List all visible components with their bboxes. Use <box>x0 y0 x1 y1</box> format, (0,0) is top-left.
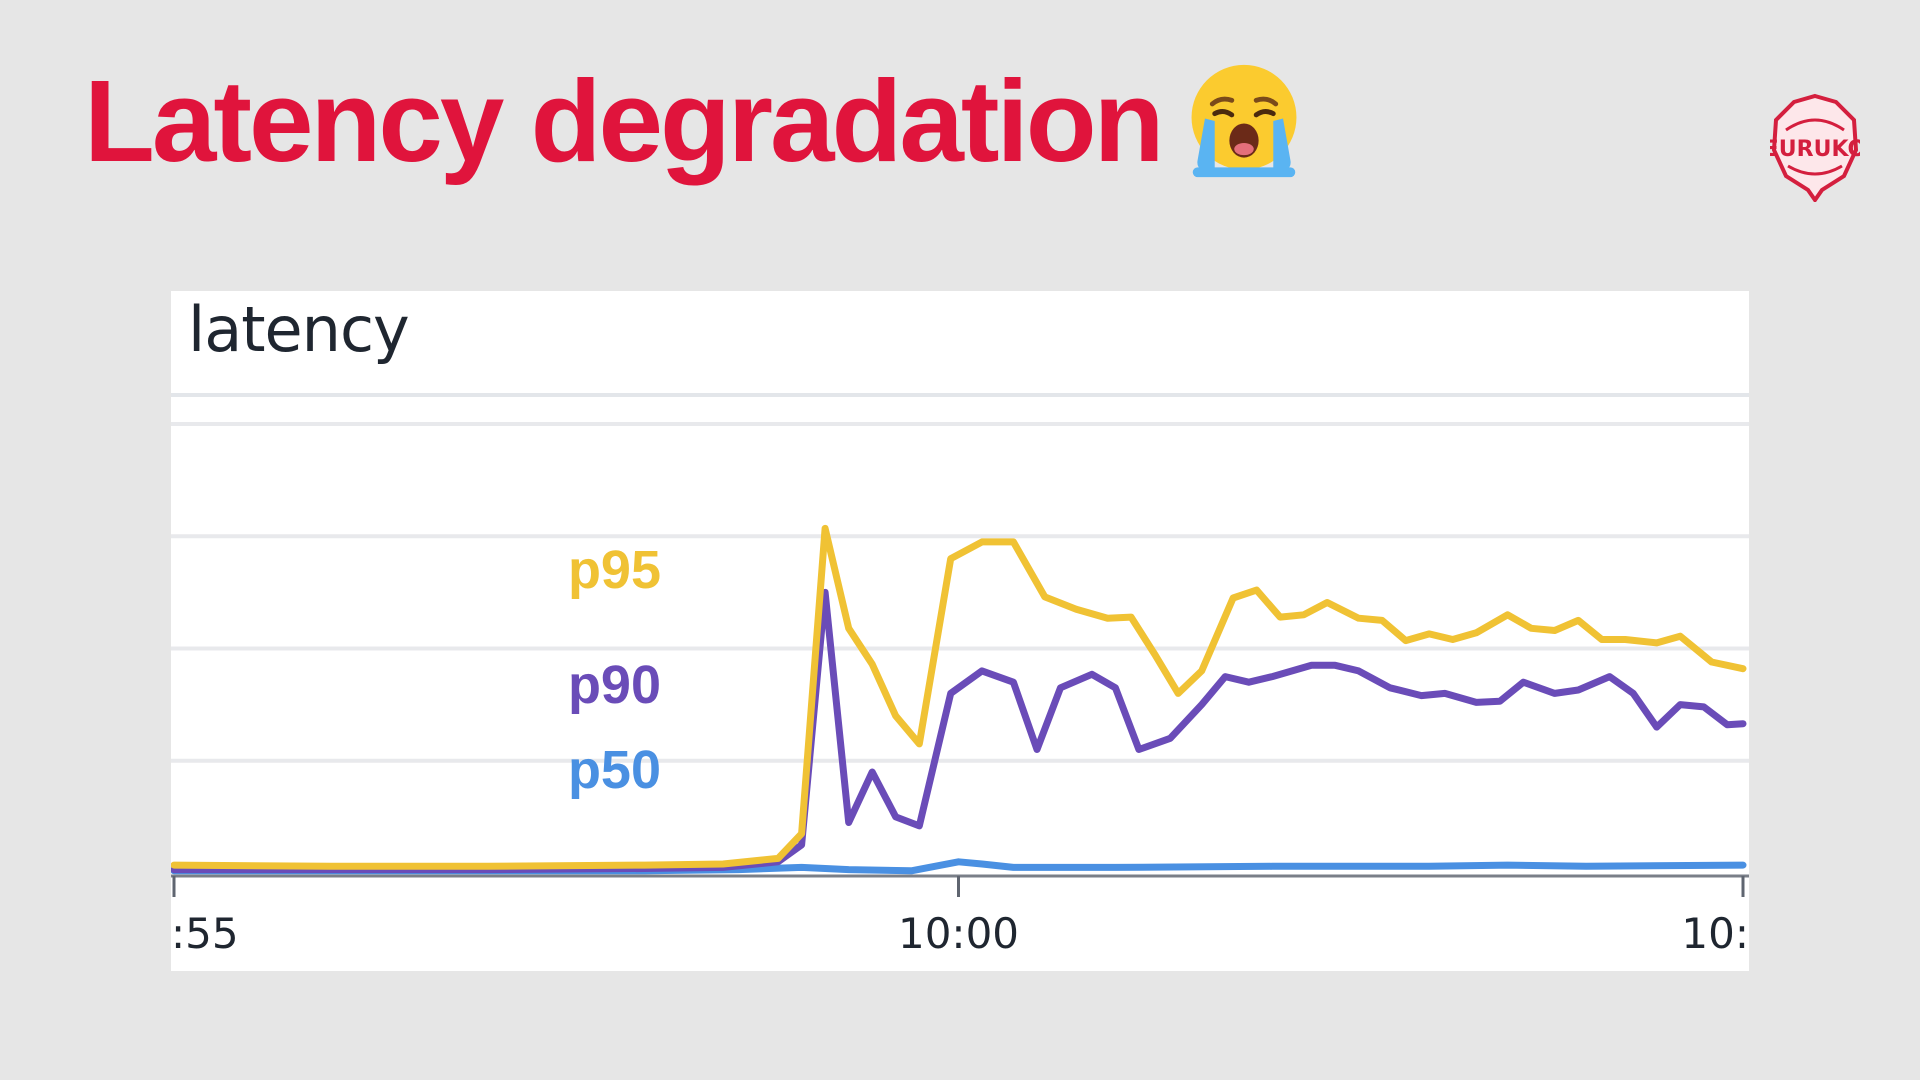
x-tick-label: 10: <box>1681 909 1749 958</box>
series-label-p95: p95 <box>568 540 661 600</box>
loudly-crying-face-icon <box>1192 64 1297 178</box>
series-label-p50: p50 <box>568 740 661 800</box>
chart-panel: latency :55 10:00 10: p95 p90 p50 <box>171 291 1749 971</box>
series-line-p90 <box>171 588 1747 874</box>
chart-title: latency <box>188 293 410 366</box>
euruko-logo-icon: EURUKO <box>1770 93 1860 202</box>
logo-text: EURUKO <box>1770 137 1860 162</box>
series-line-p95 <box>171 524 1747 870</box>
slide-title-text: Latency degradation <box>84 56 1164 186</box>
x-tick-label: :55 <box>171 909 239 958</box>
latency-line-chart: :55 10:00 10: p95 p90 p50 <box>171 393 1749 958</box>
slide-title: Latency degradation <box>84 60 1305 182</box>
series-label-p90: p90 <box>568 655 661 715</box>
x-tick-label: 10:00 <box>898 909 1019 958</box>
